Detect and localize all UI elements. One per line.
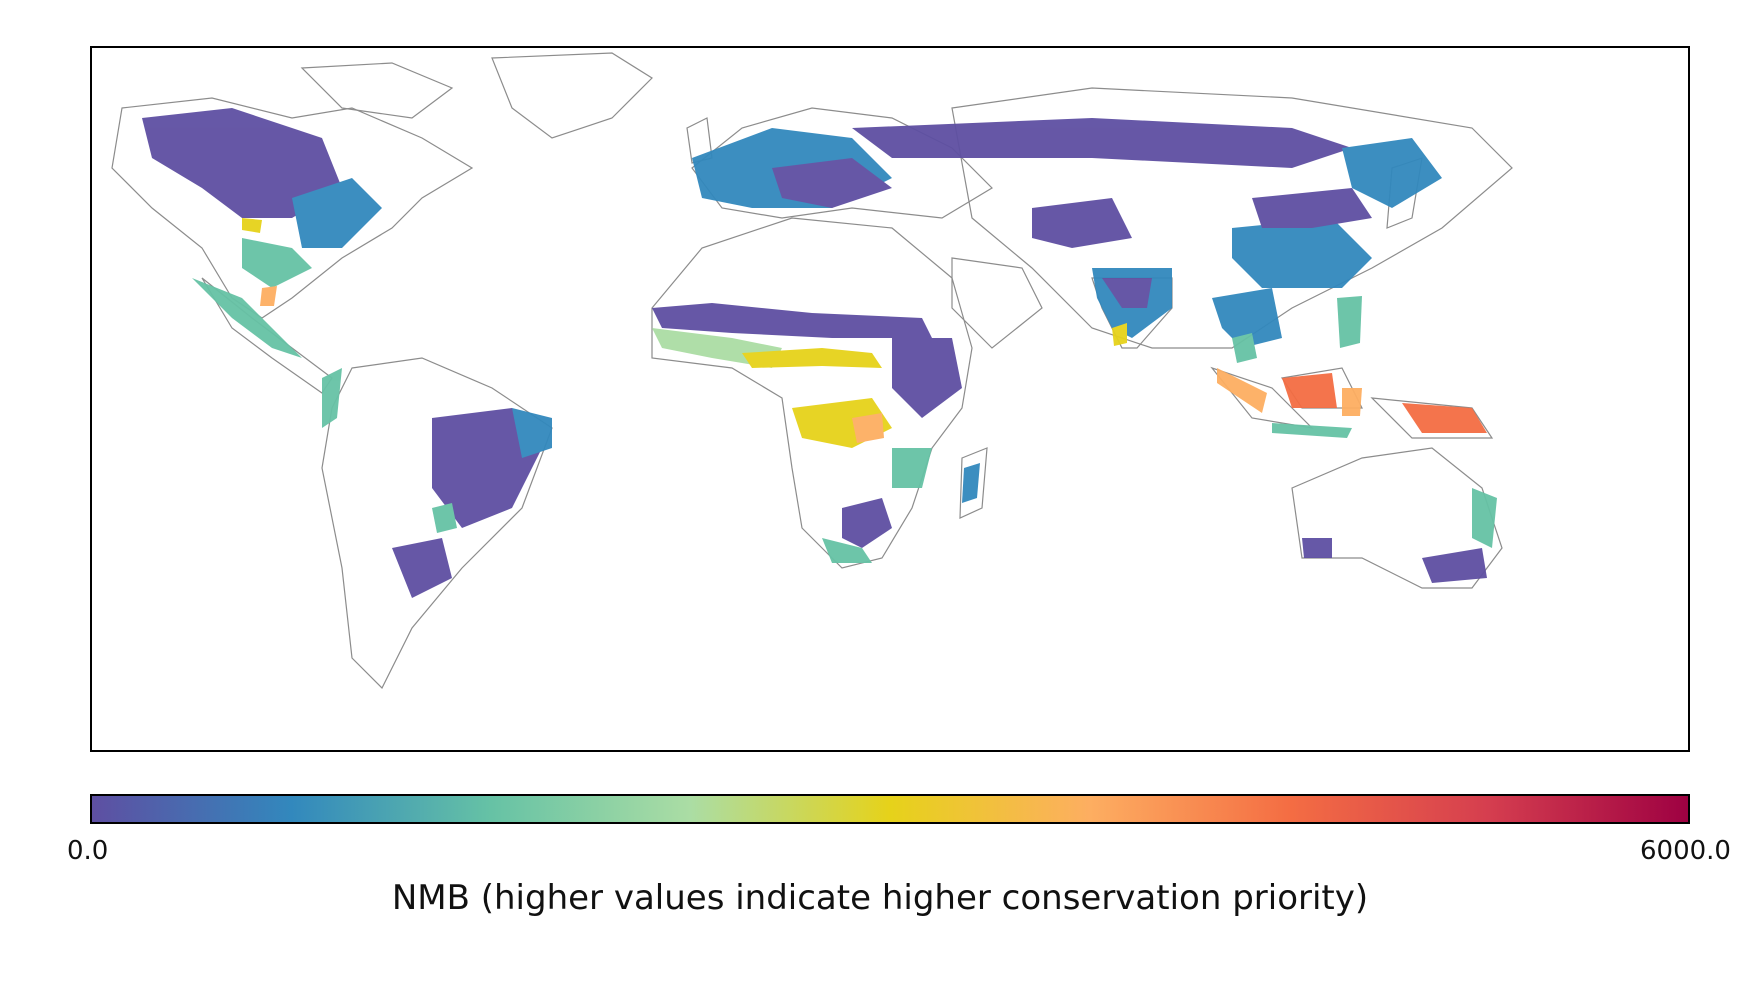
patch-south-america-blue (512, 408, 552, 458)
patch-brazil-green (432, 503, 457, 533)
patch-sumatra (1217, 368, 1267, 413)
map-canvas (111, 52, 1513, 690)
patch-russia-purple (852, 118, 1352, 168)
patch-china-blue (1232, 218, 1372, 288)
patch-east-africa-purple (892, 338, 962, 418)
patch-north-america-purple (142, 108, 342, 218)
patch-central-america (192, 278, 302, 358)
outline-madagascar (959, 447, 988, 519)
patch-north-america-green (242, 238, 312, 288)
patch-se-us-yellow (242, 218, 262, 233)
patch-ne-asia-blue (1342, 138, 1442, 208)
patch-north-america-blue (292, 178, 382, 248)
patch-madagascar (962, 463, 980, 503)
patch-china-purple (1252, 188, 1372, 228)
patch-europe-purple (772, 158, 892, 208)
outline-africa (651, 217, 973, 569)
outline-greenland (491, 52, 653, 139)
patch-sulawesi (1342, 388, 1362, 416)
outline-north-america (111, 97, 474, 319)
patch-philippines (1337, 296, 1362, 348)
patch-australia-east (1472, 488, 1497, 548)
patch-southern-africa-purple (842, 498, 892, 548)
patch-se-asia-blue (1212, 288, 1282, 348)
colorbar-max-label: 6000.0 (1640, 836, 1731, 866)
patch-java (1272, 423, 1352, 438)
patch-east-africa-green (892, 448, 932, 488)
outline-arabia (951, 257, 1043, 349)
world-map (90, 46, 1690, 752)
patch-pampas-purple (392, 538, 452, 598)
patch-se-asia-green (1232, 333, 1257, 363)
colorbar (90, 794, 1690, 824)
patch-andes-green (322, 368, 342, 428)
patch-west-africa-yellow (742, 348, 882, 368)
patch-new-guinea (1402, 403, 1487, 433)
outline-europe (691, 107, 993, 219)
patch-central-asia-purple (1032, 198, 1132, 248)
patch-central-america-yellow (260, 286, 277, 306)
patch-southern-africa-green (822, 538, 872, 563)
patch-india-yellow (1112, 323, 1127, 346)
patch-south-america-purple (432, 408, 542, 528)
patch-central-africa-orange (852, 413, 884, 443)
patch-australia-south (1422, 548, 1487, 583)
patch-australia-sw (1302, 538, 1332, 558)
patch-borneo (1282, 373, 1337, 408)
patch-india-purple (1102, 278, 1152, 308)
outline-south-america (321, 357, 553, 690)
nmb-data-patches (142, 108, 1497, 598)
patch-sahel-purple (652, 303, 932, 338)
outline-arctic-islands (300, 62, 454, 119)
colorbar-title: NMB (higher values indicate higher conse… (391, 878, 1369, 918)
colorbar-min-label: 0.0 (67, 836, 109, 866)
